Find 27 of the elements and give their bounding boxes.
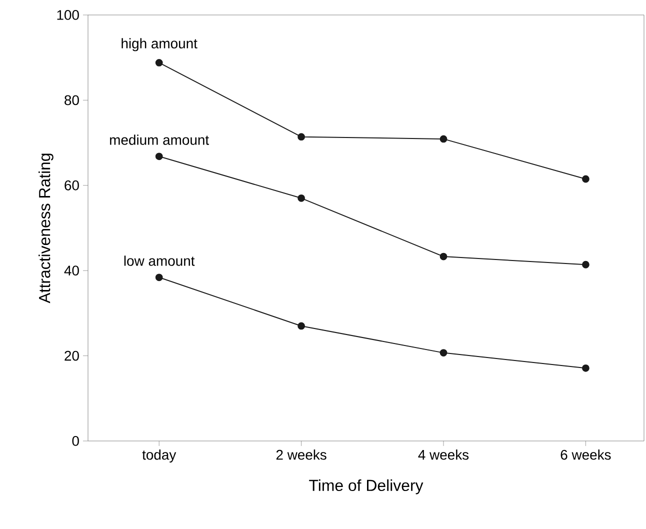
point bbox=[582, 260, 590, 268]
series-label: medium amount bbox=[110, 134, 209, 145]
series-label: low amount bbox=[124, 256, 195, 266]
x-tick-label: 2 weeks bbox=[276, 450, 326, 460]
y-axis-title: Attractiveness Rating bbox=[38, 154, 54, 304]
point bbox=[582, 175, 590, 183]
x-tick-label: 6 weeks bbox=[560, 450, 611, 460]
y-tick-label: 60 bbox=[64, 180, 79, 190]
x-axis-title: Time of Delivery bbox=[309, 479, 424, 494]
point bbox=[582, 364, 590, 372]
point bbox=[155, 152, 163, 160]
series-label: high amount bbox=[122, 38, 198, 52]
y-tick-label: 0 bbox=[72, 436, 79, 446]
y-tick-label: 80 bbox=[64, 95, 79, 106]
point bbox=[440, 135, 448, 143]
point bbox=[155, 274, 163, 282]
point bbox=[155, 58, 163, 66]
point bbox=[440, 252, 448, 260]
y-tick-label: 100 bbox=[57, 10, 79, 20]
point bbox=[440, 349, 448, 357]
x-tick-label: 4 weeks bbox=[418, 450, 469, 460]
point bbox=[298, 194, 306, 202]
point bbox=[298, 133, 306, 141]
y-tick-label: 40 bbox=[64, 266, 79, 276]
point bbox=[298, 322, 306, 330]
x-tick-label: today bbox=[142, 450, 176, 462]
y-tick-label: 20 bbox=[64, 350, 79, 361]
